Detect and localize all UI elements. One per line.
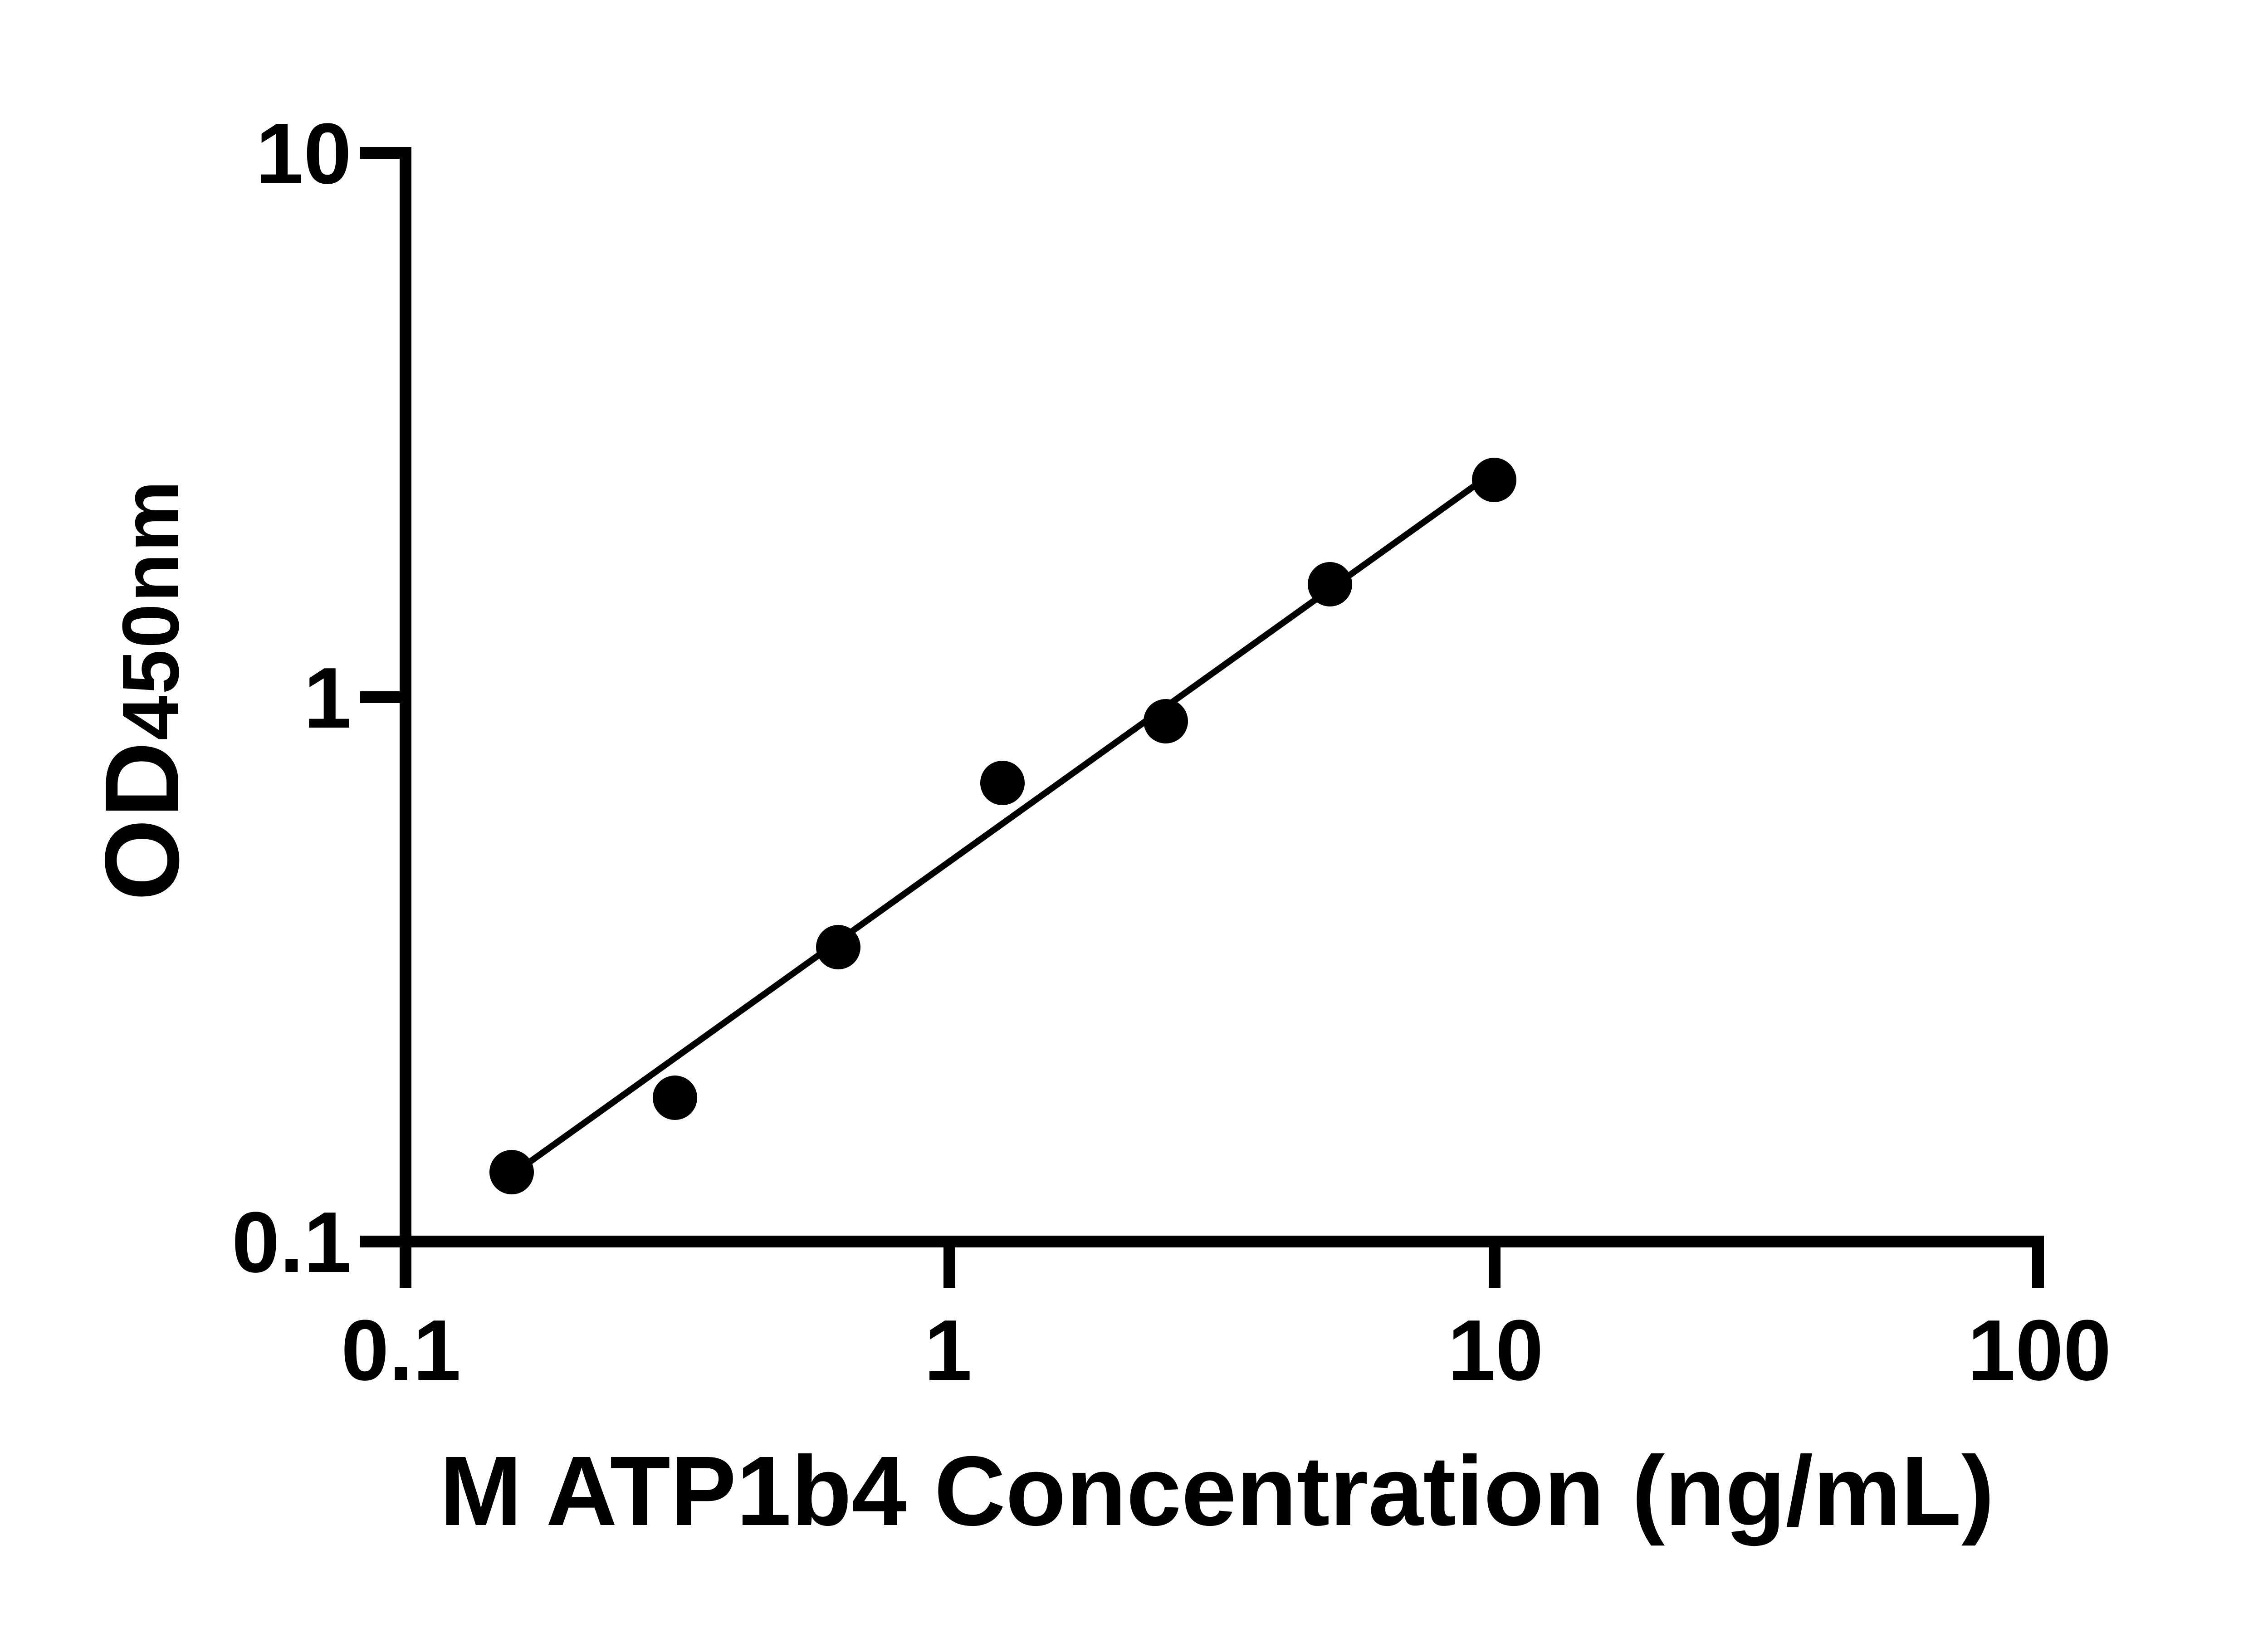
svg-text:M ATP1b4 Concentration (ng/mL): M ATP1b4 Concentration (ng/mL): [440, 1436, 1994, 1546]
svg-text:0.1: 0.1: [232, 1194, 352, 1291]
svg-text:10: 10: [1447, 1302, 1543, 1398]
svg-text:10: 10: [256, 106, 352, 202]
svg-text:0.1: 0.1: [341, 1302, 461, 1398]
svg-text:1: 1: [924, 1302, 972, 1398]
svg-text:100: 100: [1967, 1302, 2111, 1398]
svg-text:1: 1: [303, 650, 352, 746]
